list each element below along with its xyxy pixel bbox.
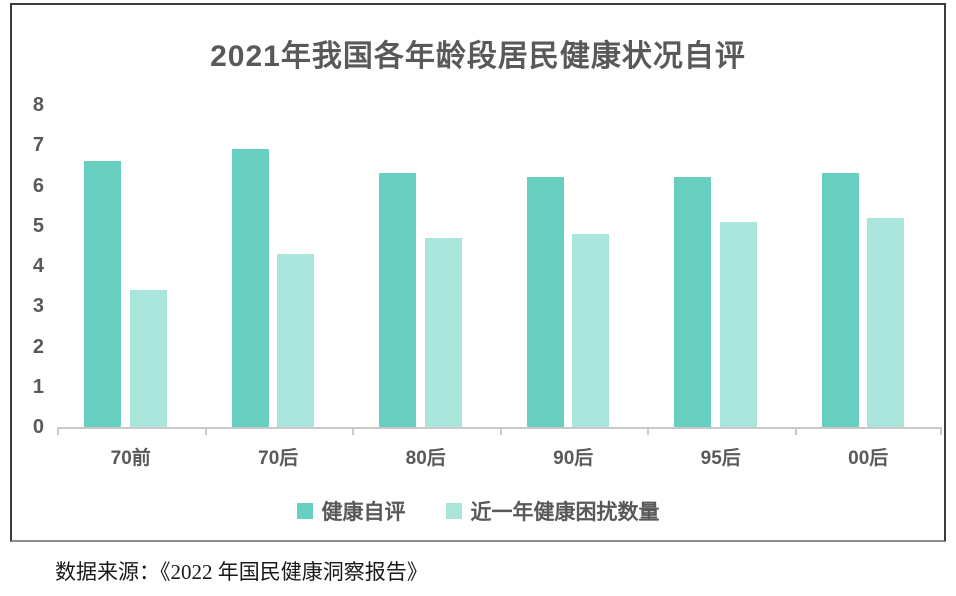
bar-series1 — [379, 173, 416, 427]
axis-tick — [499, 427, 502, 435]
axis-tick — [352, 427, 354, 435]
y-axis-label: 7 — [32, 134, 44, 157]
plot-area: 0 1 2 3 4 5 6 7 8 — [33, 95, 942, 437]
x-axis-label: 70前 — [110, 448, 151, 469]
bar-series2 — [424, 237, 462, 427]
y-axis-label: 3 — [32, 295, 44, 318]
axis-tick — [794, 427, 797, 435]
y-axis-label: 1 — [32, 375, 44, 398]
axis-tick — [940, 427, 942, 435]
chart-card: 2021年我国各年龄段居民健康状况自评 0 1 2 3 4 5 6 7 8 70前 70后 80后 9… — [10, 3, 946, 542]
legend-label: 近一年健康困扰数量 — [470, 501, 660, 524]
source-note: 数据来源：《2022 年国民健康洞察报告》 — [55, 560, 428, 584]
bar-series2 — [277, 253, 314, 427]
legend-label: 健康自评 — [321, 501, 406, 524]
axis-tick — [57, 427, 59, 435]
x-axis-label: 00后 — [848, 448, 889, 469]
legend: 健康自评 近一年健康困扰数量 — [12, 496, 944, 526]
axis-tick — [647, 427, 649, 435]
x-axis-label: 80后 — [405, 448, 446, 469]
y-axis-label: 2 — [32, 335, 44, 358]
legend-item-series2: 近一年健康困扰数量 — [445, 496, 660, 526]
y-axis-label: 8 — [32, 94, 44, 116]
y-axis-label: 6 — [32, 174, 44, 197]
bar-series1 — [84, 161, 121, 427]
legend-swatch-icon — [296, 503, 313, 519]
chart-title: 2021年我国各年龄段居民健康状况自评 — [210, 40, 746, 73]
bar-series1 — [821, 173, 859, 427]
bar-series2 — [719, 221, 757, 427]
legend-item-series1: 健康自评 — [296, 496, 406, 526]
y-axis-label: 5 — [32, 214, 44, 237]
legend-swatch-icon — [445, 503, 462, 519]
x-axis-label: 70后 — [258, 448, 299, 469]
bar-series1 — [231, 149, 269, 427]
axis-tick — [204, 427, 207, 435]
y-axis-label: 4 — [32, 255, 44, 277]
bar-series2 — [129, 290, 167, 427]
x-axis-label: 90后 — [553, 448, 594, 469]
bar-series2 — [572, 233, 609, 427]
x-axis-labels: 70前 70后 80后 90后 95后 00后 — [57, 443, 942, 470]
bar-series1 — [526, 177, 564, 427]
x-axis-label: 95后 — [700, 448, 741, 469]
bar-series1 — [674, 177, 711, 427]
y-axis-label: 0 — [32, 416, 44, 438]
bar-series2 — [867, 217, 904, 427]
